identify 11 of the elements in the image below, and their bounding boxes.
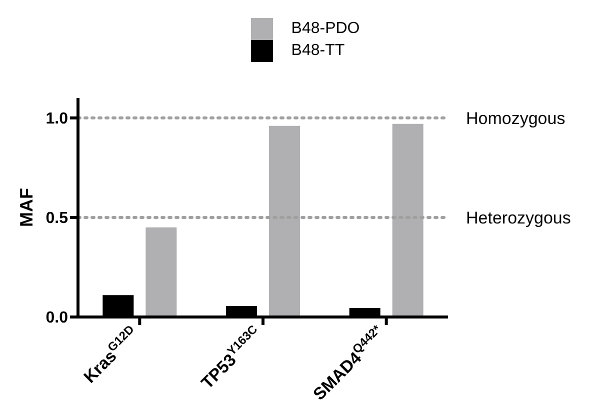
legend-label: B48-PDO bbox=[291, 20, 360, 38]
ref-line-label: Homozygous bbox=[466, 108, 566, 128]
y-tick-label: 0.0 bbox=[46, 310, 68, 327]
bar bbox=[269, 126, 300, 317]
y-tick-label: 0.5 bbox=[46, 210, 68, 228]
ref-line-label: Heterozygous bbox=[466, 208, 571, 228]
y-axis-title: MAF bbox=[16, 188, 36, 227]
bar bbox=[392, 124, 424, 317]
bar bbox=[146, 227, 177, 317]
legend-label: B48-TT bbox=[291, 42, 345, 60]
y-tick-label: 1.0 bbox=[46, 110, 68, 128]
